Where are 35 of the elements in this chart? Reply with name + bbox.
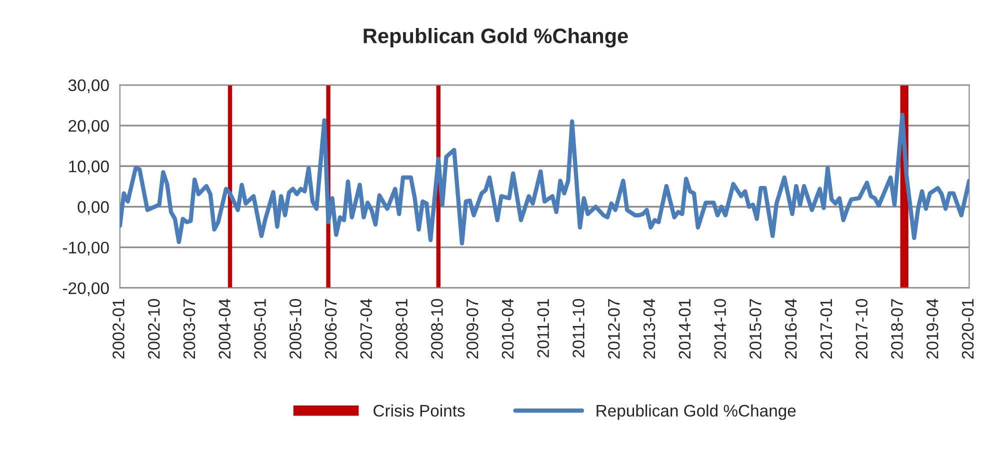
x-tick-label: 2017-10 (856, 298, 868, 359)
x-tick-label: 2006-07 (324, 299, 337, 359)
x-tick-label: 2020-01 (962, 299, 974, 359)
x-tick-label: 2017-01 (820, 299, 832, 359)
x-tick-label: 2014-10 (714, 298, 726, 359)
line-series (120, 112, 970, 246)
x-tick-label: 2010-04 (502, 298, 514, 359)
y-tick-label: 0,00 (78, 201, 109, 215)
x-tick-label: 2013-04 (643, 298, 656, 359)
x-tick-label: 2012-07 (608, 299, 620, 359)
x-tick-label: 2018-07 (891, 299, 903, 359)
x-tick-label: 2004-04 (218, 298, 231, 359)
legend-label: Crisis Points (374, 404, 465, 417)
y-tick-label: -10,00 (62, 242, 109, 256)
x-tick-label: 2008-01 (396, 299, 408, 359)
x-tick-label: 2015-07 (750, 299, 762, 359)
x-tick-label: 2009-07 (466, 299, 478, 359)
x-tick-label: 2014-01 (678, 299, 691, 359)
x-tick-label: 2008-10 (431, 298, 443, 359)
x-tick-label: 2002-10 (148, 298, 160, 359)
x-tick-label: 2019-04 (926, 298, 938, 359)
x-tick-label: 2005-01 (254, 299, 266, 359)
legend-label: Republican Gold %Change (596, 404, 796, 420)
y-tick-label: 20,00 (68, 120, 109, 134)
x-tick-label: 2003-07 (183, 299, 196, 359)
x-tick-label: 2011-10 (572, 298, 584, 358)
y-tick-label: -20,00 (62, 282, 109, 296)
y-tick-label: 30,00 (68, 79, 109, 94)
x-tick-label: 2016-04 (784, 298, 797, 359)
x-tick-label: 2002-01 (112, 299, 124, 359)
chart-title: Republican Gold %Change (364, 28, 628, 48)
x-tick-label: 2007-04 (360, 298, 372, 359)
y-tick-label: 10,00 (69, 160, 109, 174)
x-tick-label: 2005-10 (290, 298, 302, 359)
x-tick-label: 2011-01 (537, 299, 550, 358)
